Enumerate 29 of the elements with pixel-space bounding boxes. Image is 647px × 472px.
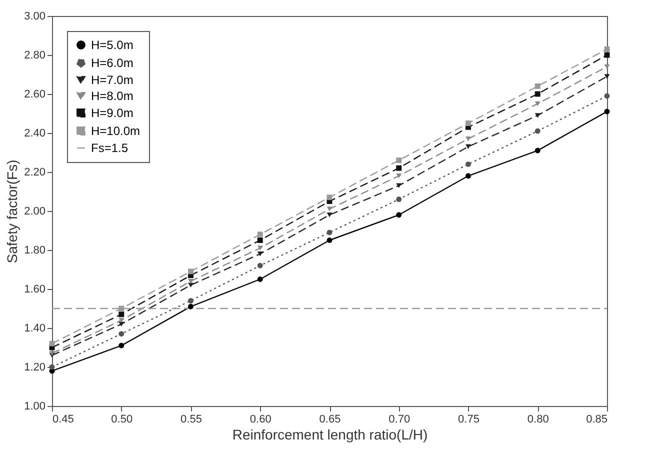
legend-label: H=9.0m: [91, 106, 134, 120]
x-tick-label: 0.80: [527, 414, 549, 426]
legend-label: Fs=1.5: [91, 141, 128, 155]
y-tick-label: 2.60: [24, 88, 46, 100]
legend-label: H=8.0m: [91, 89, 134, 103]
x-tick-label: 0.70: [388, 414, 410, 426]
legend-label: H=7.0m: [91, 73, 134, 87]
legend-label: H=6.0m: [91, 56, 134, 70]
y-tick-label: 1.80: [24, 244, 46, 256]
y-tick-label: 1.40: [24, 322, 46, 334]
x-tick-label: 0.65: [319, 414, 341, 426]
x-tick-label: 0.60: [250, 414, 272, 426]
x-axis-title: Reinforcement length ratio(L/H): [232, 426, 428, 442]
x-tick-label: 0.75: [458, 414, 480, 426]
y-tick-label: 1.20: [24, 362, 46, 374]
x-tick-label: 0.85: [586, 414, 608, 426]
x-tick-label: 0.55: [180, 414, 202, 426]
y-tick-label: 2.80: [24, 50, 46, 62]
legend-label: H=5.0m: [91, 38, 134, 52]
y-axis-title: Safety factor(Fs): [4, 160, 20, 264]
y-tick-label: 1.60: [24, 284, 46, 296]
y-tick-label: 2.40: [24, 128, 46, 140]
y-tick-label: 2.00: [24, 206, 46, 218]
y-tick-label: 3.00: [24, 10, 46, 22]
y-tick-label: 1.00: [24, 400, 46, 412]
y-tick-label: 2.20: [24, 166, 46, 178]
x-tick-label: 0.45: [52, 414, 74, 426]
x-tick-label: 0.50: [111, 414, 133, 426]
legend-label: H=10.0m: [91, 124, 140, 138]
